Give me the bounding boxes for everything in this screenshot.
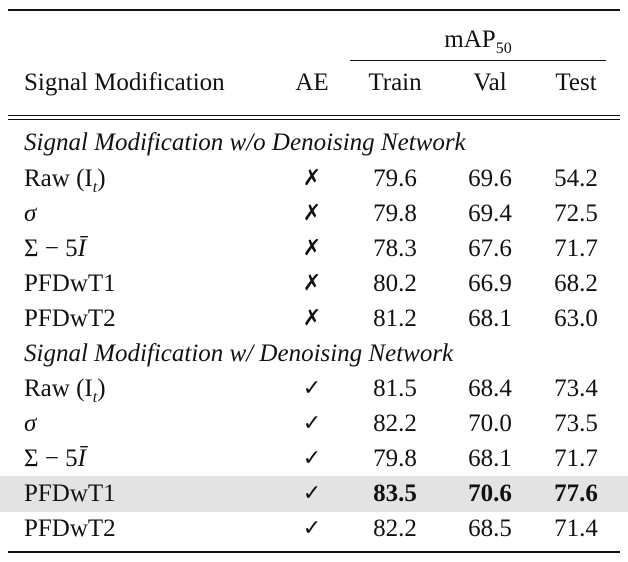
val-cell: 66.9	[468, 270, 512, 297]
val-cell: 68.1	[468, 305, 512, 332]
val-cell: 68.4	[468, 375, 512, 402]
signal-cell: Raw (It)	[24, 165, 106, 196]
table-row: σ ✗ 79.8 69.4 72.5	[0, 196, 628, 232]
train-cell-best: 83.5	[373, 480, 417, 507]
test-cell: 71.4	[554, 515, 598, 542]
header-double-rule-top	[8, 115, 620, 116]
val-cell: 68.1	[468, 445, 512, 472]
table-row: Raw (It) ✓ 81.5 68.4 73.4	[0, 371, 628, 407]
val-cell: 69.6	[468, 165, 512, 192]
test-cell: 73.4	[554, 375, 598, 402]
train-cell: 80.2	[373, 270, 417, 297]
table-row: PFDwT2 ✗ 81.2 68.1 63.0	[0, 301, 628, 337]
table-row: PFDwT1 ✗ 80.2 66.9 68.2	[0, 266, 628, 302]
column-header-row: Signal Modification AE Train Val Test	[0, 65, 628, 101]
ae-cross-icon: ✗	[302, 201, 322, 226]
table-row: PFDwT2 ✓ 82.2 68.5 71.4	[0, 511, 628, 547]
signal-cell: Raw (It)	[24, 375, 106, 406]
bottom-rule	[8, 551, 620, 553]
section-title-without-denoising: Signal Modification w/o Denoising Networ…	[24, 129, 466, 156]
table-row: σ ✓ 82.2 70.0 73.5	[0, 406, 628, 442]
header-train: Train	[368, 69, 422, 96]
group-rule	[350, 60, 606, 61]
train-cell: 79.6	[373, 165, 417, 192]
table-row-highlighted: PFDwT1 ✓ 83.5 70.6 77.6	[0, 476, 628, 512]
header-signal-modification: Signal Modification	[24, 69, 225, 96]
ae-cross-icon: ✗	[302, 166, 322, 191]
val-cell: 69.4	[468, 200, 512, 227]
val-cell-best: 70.6	[468, 480, 512, 507]
ae-cross-icon: ✗	[302, 271, 322, 296]
signal-cell: PFDwT2	[24, 515, 116, 542]
test-cell: 71.7	[554, 445, 598, 472]
map50-group-header: mAP50	[350, 22, 606, 61]
test-cell: 71.7	[554, 235, 598, 262]
val-cell: 67.6	[468, 235, 512, 262]
map-subscript: 50	[495, 40, 512, 57]
train-cell: 81.2	[373, 305, 417, 332]
header-ae: AE	[295, 69, 329, 96]
signal-cell: σ	[24, 410, 37, 437]
table-row: Σ − 5Ī ✗ 78.3 67.6 71.7	[0, 231, 628, 267]
map-label: mAP	[444, 26, 496, 53]
test-cell: 63.0	[554, 305, 598, 332]
test-cell: 54.2	[554, 165, 598, 192]
signal-cell: σ	[24, 200, 37, 227]
train-cell: 79.8	[373, 200, 417, 227]
header-double-rule-bottom	[8, 119, 620, 120]
test-cell: 68.2	[554, 270, 598, 297]
ae-check-icon: ✓	[302, 516, 322, 541]
test-cell: 73.5	[554, 410, 598, 437]
table-row: Raw (It) ✗ 79.6 69.6 54.2	[0, 161, 628, 197]
top-rule	[8, 9, 620, 11]
ae-check-icon: ✓	[302, 411, 322, 436]
ae-check-icon: ✓	[302, 376, 322, 401]
val-cell: 68.5	[468, 515, 512, 542]
test-cell-best: 77.6	[554, 480, 598, 507]
train-cell: 82.2	[373, 515, 417, 542]
train-cell: 79.8	[373, 445, 417, 472]
header-test: Test	[555, 69, 597, 96]
signal-cell: PFDwT1	[24, 480, 116, 507]
ae-cross-icon: ✗	[302, 306, 322, 331]
section-title-with-denoising: Signal Modification w/ Denoising Network	[24, 340, 454, 367]
table-row: Σ − 5Ī ✓ 79.8 68.1 71.7	[0, 441, 628, 477]
signal-cell: Σ − 5Ī	[24, 445, 86, 472]
signal-cell: Σ − 5Ī	[24, 235, 86, 262]
train-cell: 78.3	[373, 235, 417, 262]
signal-cell: PFDwT2	[24, 305, 116, 332]
test-cell: 72.5	[554, 200, 598, 227]
ae-cross-icon: ✗	[302, 236, 322, 261]
ae-check-icon: ✓	[302, 446, 322, 471]
train-cell: 82.2	[373, 410, 417, 437]
header-val: Val	[473, 69, 507, 96]
ae-check-icon: ✓	[302, 481, 322, 506]
train-cell: 81.5	[373, 375, 417, 402]
val-cell: 70.0	[468, 410, 512, 437]
signal-cell: PFDwT1	[24, 270, 116, 297]
